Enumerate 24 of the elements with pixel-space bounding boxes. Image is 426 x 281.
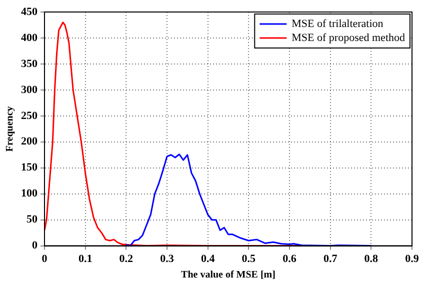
y-tick-label: 100 xyxy=(21,188,38,200)
x-tick-label: 0.6 xyxy=(282,253,297,266)
y-axis-title: Frequency xyxy=(4,106,16,152)
x-tick-label: 0.7 xyxy=(323,253,338,266)
y-tick-label: 150 xyxy=(21,162,38,174)
x-tick-label: 0.2 xyxy=(119,253,134,266)
y-tick-label: 450 xyxy=(21,6,38,18)
x-tick-label: 0.1 xyxy=(78,253,92,266)
legend-label: MSE of proposed method xyxy=(292,32,406,44)
y-tick-label: 400 xyxy=(21,32,38,44)
y-tick-label: 200 xyxy=(21,136,38,148)
x-tick-label: 0.4 xyxy=(200,253,216,266)
legend-label: MSE of trilalteration xyxy=(292,18,384,30)
x-axis-title: The value of MSE [m] xyxy=(181,270,276,281)
x-tick-label: 0.8 xyxy=(364,253,379,266)
y-tick-label: 350 xyxy=(21,58,38,70)
x-tick-label: 0.9 xyxy=(405,253,420,266)
x-tick-label: 0 xyxy=(42,253,48,266)
y-tick-label: 50 xyxy=(26,214,38,226)
y-tick-label: 300 xyxy=(21,84,38,96)
x-tick-label: 0.3 xyxy=(160,253,174,266)
x-tick-label: 0.5 xyxy=(242,253,256,266)
y-tick-label: 250 xyxy=(21,110,38,122)
y-tick-label: 0 xyxy=(32,240,38,252)
